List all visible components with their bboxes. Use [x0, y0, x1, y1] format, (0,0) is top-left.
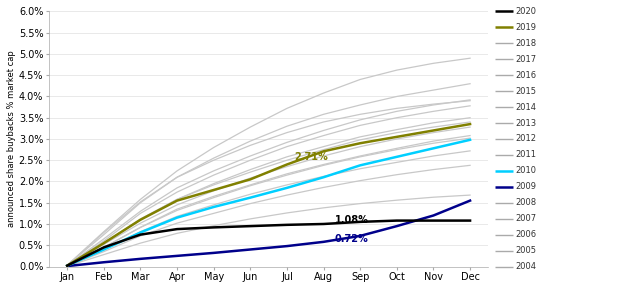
Text: 2007: 2007 [516, 214, 537, 223]
Text: 2008: 2008 [516, 198, 537, 207]
Text: 2.71%: 2.71% [294, 152, 328, 162]
Text: 2019: 2019 [516, 23, 536, 32]
Text: 2013: 2013 [516, 118, 537, 127]
Text: 2006: 2006 [516, 230, 537, 239]
Text: 2005: 2005 [516, 246, 536, 255]
Text: 2018: 2018 [516, 39, 537, 48]
Text: 2009: 2009 [516, 182, 536, 191]
Text: 2020: 2020 [516, 7, 536, 16]
Text: 1.08%: 1.08% [335, 215, 369, 225]
Text: 2012: 2012 [516, 134, 536, 143]
Text: 2016: 2016 [516, 71, 537, 80]
Text: 2010: 2010 [516, 166, 536, 175]
Text: 0.72%: 0.72% [335, 234, 368, 244]
Text: 2015: 2015 [516, 87, 536, 96]
Text: 2011: 2011 [516, 150, 536, 160]
Text: 2017: 2017 [516, 55, 537, 64]
Y-axis label: announced share buybacks % market cap: announced share buybacks % market cap [7, 51, 16, 227]
Text: 2014: 2014 [516, 103, 536, 112]
Text: 2004: 2004 [516, 262, 536, 271]
